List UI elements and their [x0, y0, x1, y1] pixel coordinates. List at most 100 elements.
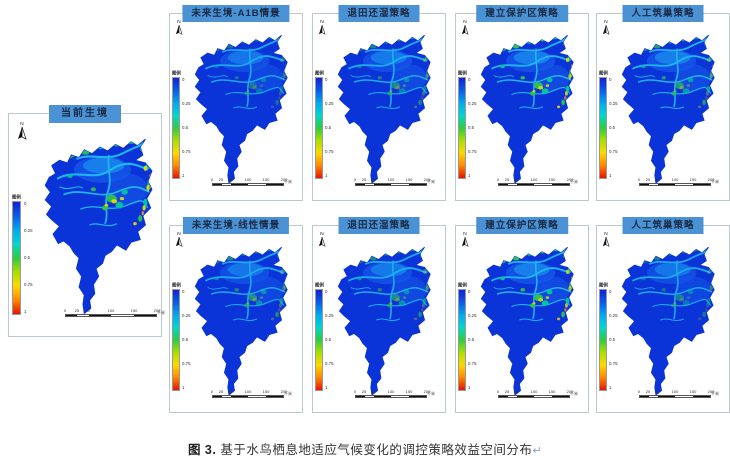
scale-tick: 0: [496, 177, 500, 182]
scale-bar: 0 25 50 100 150 200 千米: [63, 308, 165, 317]
panel-title: 当前生境: [49, 105, 121, 123]
scale-bar-segments: [355, 395, 427, 398]
legend-tick: 0.75: [182, 361, 191, 367]
legend-tick: 0: [24, 201, 27, 207]
north-label: N: [177, 18, 181, 25]
legend-tick: 1: [468, 173, 471, 179]
legend-tick: 0: [182, 289, 185, 295]
scale-tick: 50: [227, 389, 233, 394]
legend-tick: 1: [182, 173, 185, 179]
scale-tick: 150: [262, 389, 270, 394]
scale-tick: 50: [227, 177, 233, 182]
caption-label: 图 3.: [187, 443, 217, 457]
north-arrow-icon: [461, 25, 469, 35]
scale-unit: 千米: [570, 391, 578, 396]
scale-tick: 0: [496, 389, 500, 394]
legend-tick: 0.25: [468, 101, 477, 107]
legend-tick: 0.5: [325, 337, 332, 343]
scale-bar: 0 25 50 100 150 200 千米: [638, 389, 719, 398]
north-arrow-icon: [17, 127, 27, 140]
legend-labels: 0 0.25 0.5 0.75 1: [24, 201, 40, 315]
north-arrow-icon: [318, 237, 326, 247]
scale-tick: 25: [361, 389, 367, 394]
north-label: N: [177, 230, 181, 237]
scale-tick: 200: [707, 389, 715, 394]
scale-bar: 0 25 50 100 150 200 千米: [496, 177, 578, 186]
scale-bar: 0 25 50 100 150 200 千米: [211, 177, 292, 186]
scale-tick: 200: [566, 177, 574, 182]
north-label: N: [320, 18, 324, 25]
scale-tick: 150: [689, 177, 697, 182]
scale-bar: 0 25 50 100 150 200 千米: [354, 389, 435, 398]
scale-bar-segments: [212, 183, 284, 186]
scale-tick: 200: [280, 177, 288, 182]
legend-title: 图例: [599, 282, 608, 288]
scale-tick: 50: [370, 177, 376, 182]
panel-protected-area-a1b: 建立保护区策略 N 图例 0 0.25 0.5 0.75 1 0 25 50 1…: [455, 5, 589, 201]
legend-title: 图例: [12, 194, 21, 200]
panel-title: 退田还湿策略: [338, 5, 420, 22]
scale-bar-ticks: 0 25 50 100 150 200: [63, 308, 160, 314]
panel-title: 未来生境-线性情景: [182, 217, 290, 234]
legend-tick: 0.75: [325, 361, 334, 367]
scale-bar-segments: [65, 314, 157, 317]
panel-future-linear: 未来生境-线性情景 N 图例 0 0.25 0.5 0.75 1 0 25 50…: [169, 217, 303, 413]
legend-tick: 0.25: [468, 313, 477, 319]
scale-tick: 100: [244, 177, 252, 182]
legend-tick: 0: [468, 77, 471, 83]
scale-tick: 100: [530, 177, 538, 182]
scale-unit: 千米: [711, 391, 719, 396]
legend-tick: 0.25: [24, 228, 33, 234]
legend-tick: 0: [609, 289, 612, 295]
legend-tick: 0: [468, 289, 471, 295]
legend-tick: 0.5: [325, 125, 332, 131]
north-arrow-icon: [175, 237, 183, 247]
north-arrow-icon: [602, 237, 610, 247]
legend-colorbar: [172, 77, 180, 179]
scale-tick: 50: [654, 389, 660, 394]
legend-tick: 1: [609, 385, 612, 391]
scale-unit: 千米: [427, 391, 435, 396]
scale-bar-ticks: 0 25 50 100 150 200: [354, 177, 430, 183]
paragraph-return-mark: ↵: [532, 445, 543, 457]
legend-labels: 0 0.25 0.5 0.75 1: [325, 77, 341, 179]
north-arrow: N: [318, 231, 326, 247]
map-legend: 图例 0 0.25 0.5 0.75 1: [599, 282, 629, 391]
legend-title: 图例: [172, 70, 181, 76]
legend-colorbar: [599, 77, 607, 179]
scale-tick: 0: [63, 308, 67, 313]
legend-tick: 1: [468, 385, 471, 391]
scale-tick: 150: [405, 389, 413, 394]
legend-tick: 1: [182, 385, 185, 391]
legend-colorbar: [458, 289, 466, 391]
scale-tick: 25: [504, 177, 510, 182]
north-arrow: N: [461, 231, 469, 247]
north-arrow-icon: [318, 25, 326, 35]
panel-protected-area-linear: 建立保护区策略 N 图例 0 0.25 0.5 0.75 1 0 25 50 1…: [455, 217, 589, 413]
north-arrow: N: [318, 19, 326, 35]
map-legend: 图例 0 0.25 0.5 0.75 1: [172, 70, 202, 179]
legend-tick: 1: [609, 173, 612, 179]
scale-bar: 0 25 50 100 150 200 千米: [496, 389, 578, 398]
north-label: N: [604, 18, 608, 25]
scale-tick: 25: [645, 177, 651, 182]
north-arrow: N: [602, 19, 610, 35]
legend-tick: 0.5: [609, 337, 616, 343]
scale-tick: 200: [153, 308, 161, 313]
legend-tick: 0.25: [325, 313, 334, 319]
scale-tick: 100: [387, 177, 395, 182]
north-label: N: [463, 18, 467, 25]
legend-title: 图例: [315, 70, 324, 76]
legend-tick: 0: [325, 77, 328, 83]
scale-tick: 150: [548, 177, 556, 182]
scale-bar-ticks: 0 25 50 100 150 200: [496, 177, 573, 183]
scale-bar: 0 25 50 100 150 200 千米: [638, 177, 719, 186]
scale-tick: 100: [244, 389, 252, 394]
map-legend: 图例 0 0.25 0.5 0.75 1: [12, 194, 42, 315]
legend-tick: 1: [325, 385, 328, 391]
panel-title: 人工筑巢策略: [622, 5, 704, 22]
panel-title: 建立保护区策略: [476, 217, 568, 234]
figure-caption: 图 3. 基于水鸟栖息地适应气候变化的调控策略效益空间分布↵: [0, 439, 730, 458]
scale-tick: 25: [218, 177, 224, 182]
legend-tick: 0: [325, 289, 328, 295]
